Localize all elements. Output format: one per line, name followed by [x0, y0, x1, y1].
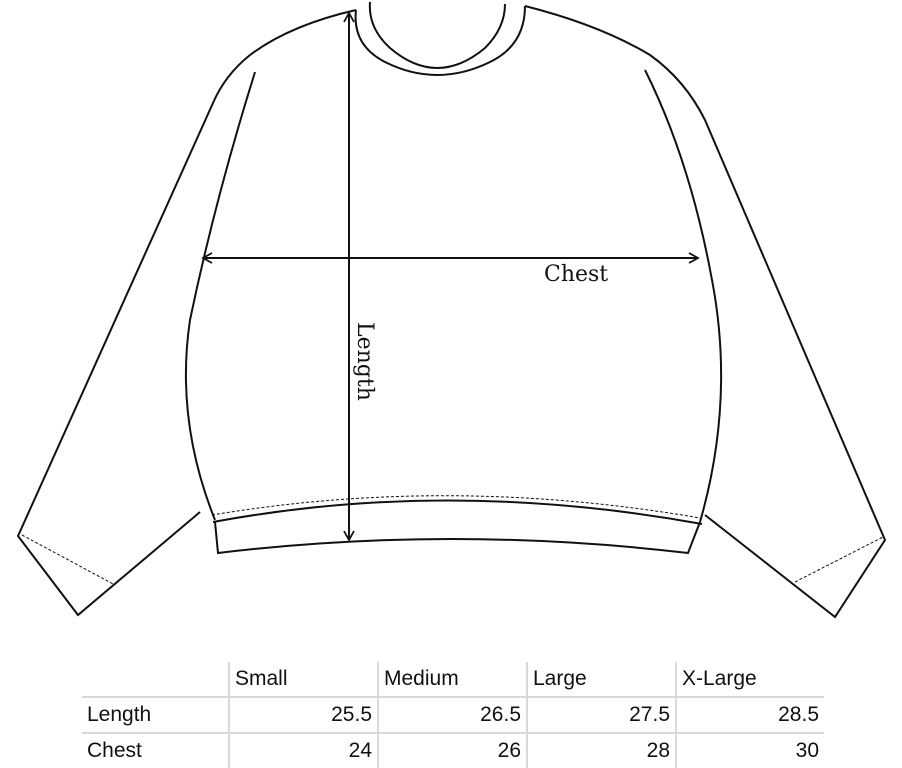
- size-table: Small Medium Large X-Large Length 25.5 2…: [82, 662, 824, 768]
- header-cell-medium: Medium: [378, 662, 528, 698]
- table-row: Chest 24 26 28 30: [82, 733, 824, 768]
- sweater-diagram: Chest Length: [16, 1, 887, 619]
- header-cell-empty: [82, 662, 230, 698]
- header-cell-xlarge: X-Large: [676, 662, 824, 698]
- table-cell: 25.5: [229, 697, 379, 734]
- table-row: Length 25.5 26.5 27.5 28.5: [82, 697, 824, 734]
- table-cell: 24: [229, 733, 379, 768]
- table-cell: 30: [795, 739, 819, 762]
- table-header-row: Small Medium Large X-Large: [82, 662, 824, 698]
- row-label: Chest: [82, 733, 230, 768]
- length-label: Length: [352, 322, 377, 401]
- header-cell-large: Large: [527, 662, 677, 698]
- stitch-lines: [21, 495, 884, 586]
- table-cell: 28: [527, 733, 677, 768]
- sweater-outline: [16, 1, 887, 619]
- table-cell: 28.5: [676, 697, 824, 734]
- row-label: Length: [82, 697, 230, 734]
- header-cell-small: Small: [229, 662, 379, 698]
- table-cell: 27.5: [527, 697, 677, 734]
- table-cell: 26.5: [378, 697, 528, 734]
- chest-label: Chest: [544, 262, 608, 287]
- table-cell: 26: [378, 733, 528, 768]
